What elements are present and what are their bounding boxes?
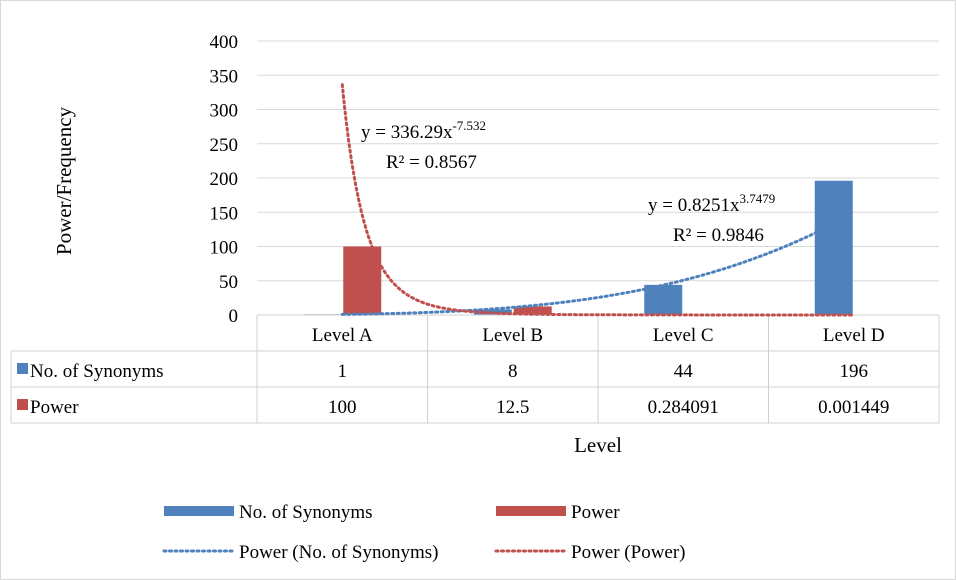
table-series-name: Power	[30, 397, 79, 418]
trendlines	[340, 83, 856, 317]
bar-power-1	[513, 306, 552, 315]
trendline-equation: y = 336.29x-7.532	[361, 118, 486, 143]
trendline-power	[340, 83, 856, 317]
bar-no-of-synonyms-2	[644, 284, 683, 315]
table-cell: 12.5	[496, 397, 529, 418]
legend-label: Power (No. of Synonyms)	[239, 542, 439, 563]
legend-swatch	[496, 506, 566, 516]
y-tick-label: 50	[219, 272, 238, 293]
y-axis-title: Power/Frequency	[52, 106, 76, 255]
bar-power-0	[343, 246, 382, 315]
legend-label: No. of Synonyms	[239, 502, 373, 523]
y-tick-label: 250	[210, 135, 239, 156]
category-label: Level C	[653, 325, 714, 346]
bar-no-of-synonyms-3	[814, 180, 853, 315]
legend: No. of Synonyms Power Power (No. of Synony…	[162, 502, 686, 563]
y-tick-label: 150	[210, 203, 239, 224]
table-cell: 0.284091	[648, 397, 719, 418]
category-label: Level D	[823, 325, 885, 346]
table-legend-key	[17, 363, 28, 374]
table-cell: 0.001449	[818, 397, 889, 418]
table-cell: 44	[674, 361, 694, 382]
table-series-name: No. of Synonyms	[30, 361, 164, 382]
legend-swatch	[164, 506, 234, 516]
y-tick-label: 100	[210, 238, 239, 259]
y-tick-label: 0	[229, 306, 239, 327]
trendline-equation: y = 0.8251x3.7479	[648, 191, 775, 216]
trendline-r-squared: R² = 0.9846	[673, 225, 764, 246]
y-axis-ticks: 0 50 100 150 200 250 300 350 400	[210, 32, 239, 327]
legend-label: Power (Power)	[571, 542, 686, 563]
table-legend-key	[17, 399, 28, 410]
x-axis-title: Level	[574, 433, 622, 457]
y-tick-label: 400	[210, 32, 239, 53]
table-cell: 8	[508, 361, 518, 382]
table-cell: 1	[338, 361, 348, 382]
y-tick-label: 200	[210, 169, 239, 190]
data-table: Level A Level B Level C Level D No. of Synon…	[10, 314, 940, 424]
y-tick-label: 350	[210, 66, 239, 87]
trendline-equations: y = 0.8251x3.7479 R² = 0.9846 y = 336.29x-…	[361, 118, 775, 246]
table-cell: 196	[840, 361, 869, 382]
category-label: Level B	[482, 325, 543, 346]
trendline-r-squared: R² = 0.8567	[386, 152, 477, 173]
category-label: Level A	[312, 325, 373, 346]
legend-label: Power	[571, 502, 620, 523]
bars	[303, 180, 893, 315]
trendline-no-of-synonyms	[340, 211, 856, 316]
y-tick-label: 300	[210, 101, 239, 122]
table-cell: 100	[328, 397, 357, 418]
